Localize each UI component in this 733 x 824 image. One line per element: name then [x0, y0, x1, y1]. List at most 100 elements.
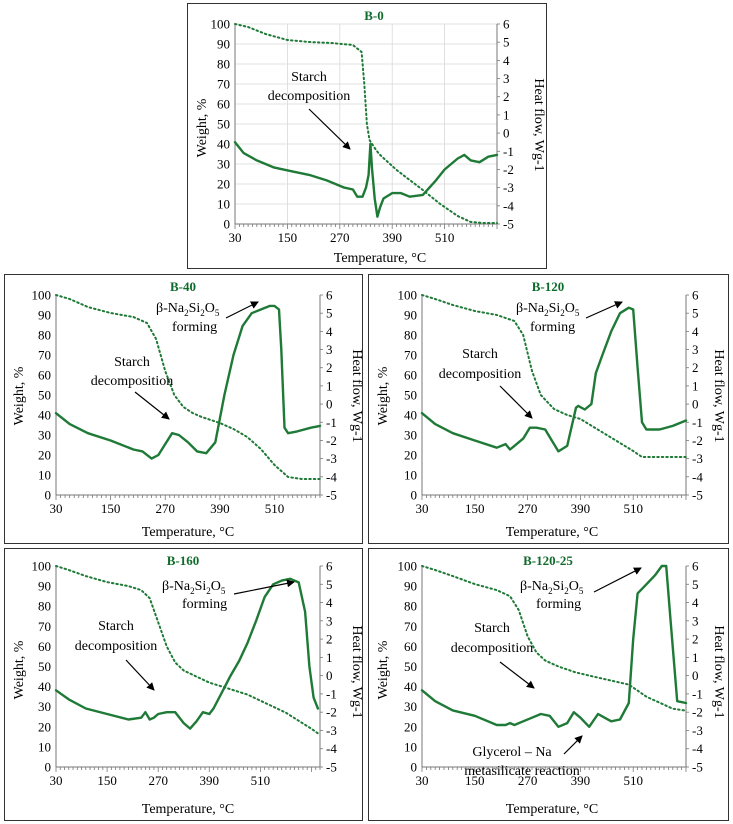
y2-tick-label: 5: [326, 306, 333, 321]
y2-tick-label: -5: [692, 760, 703, 775]
x-tick-label: 270: [148, 773, 168, 788]
y-tick-label: 100: [398, 559, 418, 574]
y-axis-label: Weight, %: [12, 366, 27, 425]
y-tick-label: 50: [217, 117, 230, 132]
series-weight-line: [421, 565, 687, 712]
y-tick-label: 100: [211, 17, 231, 32]
chart-title: B-120-25: [523, 553, 573, 568]
y2-tick-label: -3: [503, 180, 514, 195]
y2-tick-label: -1: [692, 686, 703, 701]
y2-tick-label: 2: [503, 89, 510, 104]
annotation-formula: β-Na2Si2O5: [516, 301, 580, 318]
annotation-forming: β-Na2Si2O5 forming: [520, 567, 642, 612]
y2-tick-label: -1: [692, 415, 703, 430]
annotation-text: forming: [530, 320, 575, 335]
y2-tick-label: 5: [692, 577, 699, 592]
y-tick-label: 60: [404, 639, 417, 654]
y-tick-label: 30: [38, 699, 51, 714]
panel-b120: 30 150 270 390 510 0 10 20 30 40 50 60 70 80 90 100 6 5 4 3…: [368, 274, 729, 544]
y-axis-label: Weight, %: [376, 640, 391, 699]
annotation-formula: β-Na2Si2O5: [162, 579, 226, 596]
y-tick-label: 10: [404, 739, 417, 754]
panel-b40: 30 150 270 390 510 0 10 20 30 40 50 60 70 80 90 100 6 5 4 3…: [4, 274, 363, 544]
annotation-starch: Starch decomposition: [439, 347, 533, 419]
annotation-arrow: [499, 385, 533, 419]
y2-tick-label: -4: [692, 469, 703, 484]
y-tick-label: 40: [38, 408, 51, 423]
y2-tick-label: 2: [692, 632, 699, 647]
y2-tick-label: 6: [692, 559, 699, 574]
y-tick-label: 90: [38, 308, 51, 323]
x-tick-label: 30: [416, 501, 429, 516]
y-tick-label: 50: [404, 388, 417, 403]
y-tick-label: 20: [404, 448, 417, 463]
annotation-text: forming: [182, 597, 227, 612]
y-tick-label: 80: [38, 599, 51, 614]
annotation-arrow: [125, 659, 155, 691]
y2-axis-label: Heat flow, Wg-1: [349, 625, 363, 718]
y-tick-label: 80: [217, 57, 230, 72]
y2-tick-label: 4: [503, 53, 510, 68]
y2-axis-label: Heat flow, Wg-1: [711, 625, 726, 718]
y2-tick-label: -3: [692, 451, 703, 466]
y2-tick-label: -4: [326, 741, 337, 756]
chart-title: B-0: [364, 8, 384, 23]
y2-tick-label: -1: [503, 144, 514, 159]
y2-tick-label: -4: [326, 469, 337, 484]
y2-tick-label: 0: [692, 668, 699, 683]
annotation-text: Starch: [98, 619, 134, 634]
chart-title: B-120: [532, 279, 565, 294]
y-tick-label: 30: [404, 428, 417, 443]
y2-tick-label: 4: [692, 324, 699, 339]
annotation-arrow: [225, 301, 259, 319]
y-tick-label: 90: [404, 308, 417, 323]
annotation-arrow: [499, 661, 535, 689]
series-heat-flow-line: [420, 306, 688, 453]
y2-tick-label: 1: [326, 378, 333, 393]
y2-tick-label: -2: [692, 705, 703, 720]
annotation-starch: Starch decomposition: [451, 621, 535, 689]
y-tick-label: 0: [224, 217, 231, 232]
x-axis-label: Temperature, °C: [142, 802, 234, 817]
y2-axis-label: Heat flow, Wg-1: [349, 349, 363, 442]
y2-tick-label: 4: [326, 595, 333, 610]
annotation-formula: β-Na2Si2O5: [156, 301, 220, 318]
x-tick-label: 270: [518, 501, 538, 516]
chart-title: B-40: [170, 279, 196, 294]
y-tick-label: 20: [404, 719, 417, 734]
x-tick-label: 510: [251, 773, 271, 788]
x-tick-label: 30: [229, 230, 242, 245]
y2-tick-label: 2: [326, 632, 333, 647]
annotation-arrow: [563, 735, 583, 755]
y2-tick-label: -5: [692, 488, 703, 503]
x-tick-label: 30: [416, 773, 429, 788]
x-tick-label: 150: [101, 501, 121, 516]
y2-tick-label: 0: [326, 397, 333, 412]
y2-tick-label: 5: [326, 577, 333, 592]
annotation-arrow: [134, 391, 170, 420]
y2-tick-label: -2: [503, 162, 514, 177]
y2-tick-label: 5: [503, 35, 510, 50]
y-tick-label: 50: [38, 388, 51, 403]
y-axis-label: Weight, %: [195, 98, 210, 157]
y-tick-label: 10: [38, 468, 51, 483]
annotation-text: forming: [536, 597, 581, 612]
y-tick-label: 100: [32, 288, 52, 303]
annotation-text: forming: [172, 320, 217, 335]
x-axis-label: Temperature, °C: [142, 525, 234, 540]
y2-tick-label: -2: [326, 433, 337, 448]
x-tick-label: 510: [623, 501, 643, 516]
x-tick-label: 390: [200, 773, 220, 788]
y-tick-label: 10: [217, 197, 230, 212]
annotation-text: Starch: [291, 70, 327, 85]
y-tick-label: 40: [404, 679, 417, 694]
annotation-text: decomposition: [75, 639, 157, 654]
x-tick-label: 390: [210, 501, 230, 516]
x-tick-label: 150: [465, 501, 485, 516]
y2-tick-label: 6: [326, 288, 333, 303]
series-weight-line: [421, 294, 687, 458]
x-tick-label: 30: [50, 773, 63, 788]
